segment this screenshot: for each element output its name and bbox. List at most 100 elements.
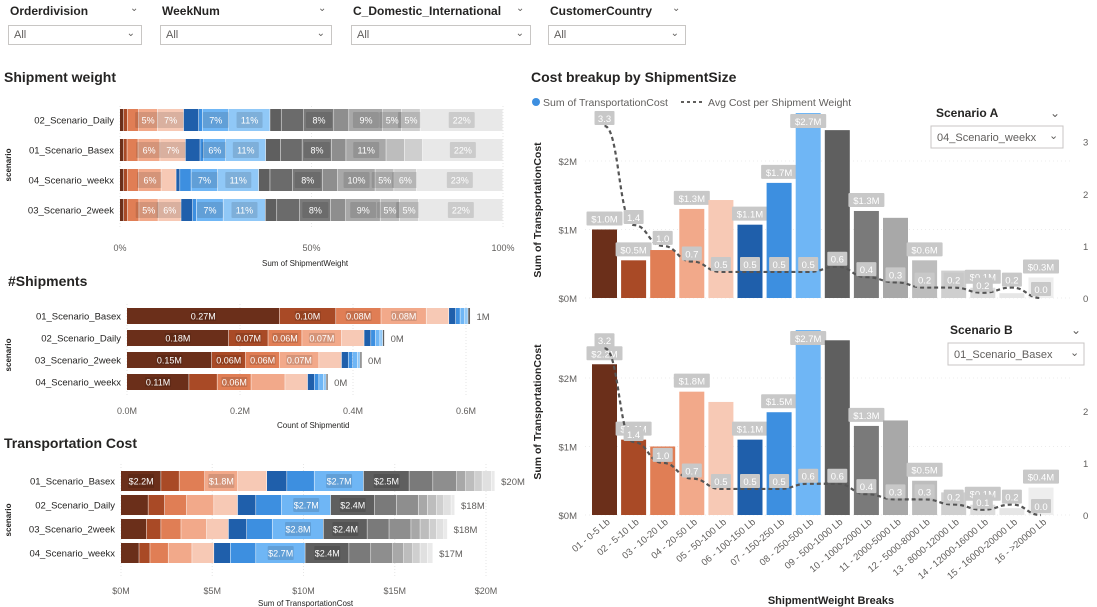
bar xyxy=(999,293,1025,298)
avg-data-label: 0.5 xyxy=(743,477,756,488)
axis-title-y: scenario xyxy=(4,338,13,371)
slicer-dropdown[interactable]: All ⌄ xyxy=(351,25,531,45)
data-label-bg xyxy=(848,192,885,207)
bar-segment xyxy=(433,471,457,491)
data-label: $2.4M xyxy=(340,501,365,511)
data-label: 0.11M xyxy=(146,378,170,388)
scenario-dropdown[interactable] xyxy=(930,125,1064,149)
chevron-down-icon[interactable]: ⌄ xyxy=(516,3,525,14)
scenario-dropdown[interactable] xyxy=(947,342,1085,366)
data-label: 8% xyxy=(301,176,314,186)
data-label-bg xyxy=(790,331,827,345)
avg-data-label: 0.5 xyxy=(802,260,815,271)
data-label-bg xyxy=(249,355,276,365)
data-label-bg xyxy=(943,272,964,287)
y-category-label: 02_Scenario_Daily xyxy=(34,116,114,127)
bar-segment xyxy=(127,169,139,191)
bar xyxy=(679,391,705,515)
bar xyxy=(853,425,879,515)
bar-segment xyxy=(420,519,429,539)
data-label: 11% xyxy=(241,116,258,126)
bar-segment xyxy=(331,139,346,161)
bar-segment xyxy=(375,169,394,191)
slicer-dropdown[interactable]: All ⌄ xyxy=(160,25,332,45)
data-label-bg xyxy=(798,468,819,483)
slicer-value: All xyxy=(166,29,179,41)
data-label-bg xyxy=(448,112,475,128)
bar-segment xyxy=(491,471,495,491)
chevron-down-icon[interactable]: ⌄ xyxy=(130,3,139,14)
avg-cost-line xyxy=(604,347,1042,517)
y-tick-label: $2M xyxy=(559,374,578,385)
bar xyxy=(650,250,676,298)
bar-segment xyxy=(314,374,319,390)
data-label: 22% xyxy=(454,146,472,156)
data-label-bg xyxy=(135,112,162,128)
data-label-bg xyxy=(652,230,673,245)
avg-data-label: 0.3 xyxy=(889,270,902,281)
bar-segment xyxy=(341,330,364,346)
data-label: 11% xyxy=(230,176,247,186)
chevron-down-icon: ⌄ xyxy=(670,28,679,39)
data-label-bg xyxy=(447,202,474,218)
bar-segment xyxy=(429,519,437,539)
data-label-bg xyxy=(191,172,218,188)
chevron-down-icon[interactable]: ⌄ xyxy=(672,3,681,14)
bar-segment xyxy=(281,495,331,515)
bar-segment xyxy=(411,519,420,539)
bar-segment xyxy=(211,352,246,368)
bar-segment xyxy=(206,519,229,539)
total-label: $17M xyxy=(439,549,463,560)
bar-segment xyxy=(217,374,251,390)
data-label: $2.7M xyxy=(268,549,293,559)
bar-data-label: $2.2M xyxy=(591,349,617,360)
data-label-bg xyxy=(681,246,702,261)
data-label-bg xyxy=(303,142,330,158)
bar-data-label: $0.6M xyxy=(911,245,937,256)
bar-segment xyxy=(363,471,409,491)
x-tick-label: 100% xyxy=(491,243,514,253)
chevron-down-icon: ⌄ xyxy=(515,28,524,39)
bar-segment xyxy=(198,109,203,131)
data-label-bg xyxy=(827,251,848,266)
bar-segment xyxy=(217,169,259,191)
data-label-bg xyxy=(732,421,768,436)
y2-tick-label: 0 xyxy=(1083,294,1088,305)
data-label-bg xyxy=(332,522,359,536)
x-tick-label: $10M xyxy=(292,586,315,596)
data-label-bg xyxy=(623,210,644,225)
data-label-bg xyxy=(164,333,191,343)
data-label: 7% xyxy=(203,206,216,216)
y-category-label: 03_Scenario_2week xyxy=(29,525,115,536)
data-label-bg xyxy=(308,333,335,343)
legend-label: Sum of TransportationCost xyxy=(543,97,668,109)
bar-segment xyxy=(121,471,161,491)
bar-data-label: $1.3M xyxy=(853,411,879,422)
data-label-bg xyxy=(673,190,710,205)
data-label-bg xyxy=(740,473,760,488)
bar-data-label: $0.4M xyxy=(1028,473,1054,484)
data-label-bg xyxy=(1031,282,1051,296)
slicer-orderdivision: Orderdivision ⌄ All ⌄ xyxy=(8,0,142,48)
bar xyxy=(824,130,850,298)
chevron-down-icon[interactable]: ⌄ xyxy=(318,3,327,14)
bar-segment xyxy=(401,109,420,131)
slicer-dropdown[interactable]: All ⌄ xyxy=(8,25,142,45)
bar-segment xyxy=(138,139,160,161)
data-label-bg xyxy=(1001,272,1022,287)
data-label: 0.06M xyxy=(273,334,298,344)
axis-title-y: Sum of TransportationCost xyxy=(532,142,544,278)
bar xyxy=(592,229,617,298)
chevron-down-icon: ⌄ xyxy=(316,28,325,39)
bar-segment xyxy=(223,199,266,221)
chevron-down-icon: ⌄ xyxy=(1070,347,1079,359)
bar-data-label: $1.8M xyxy=(679,377,705,388)
slicer-dropdown[interactable]: All ⌄ xyxy=(548,25,686,45)
bar-segment xyxy=(265,199,277,221)
data-label: $2.4M xyxy=(315,549,340,559)
bar-segment xyxy=(164,495,187,515)
avg-data-label: 1.4 xyxy=(627,430,640,441)
data-label-bg xyxy=(396,202,423,218)
bar-segment xyxy=(277,199,300,221)
bar-segment xyxy=(436,495,444,515)
